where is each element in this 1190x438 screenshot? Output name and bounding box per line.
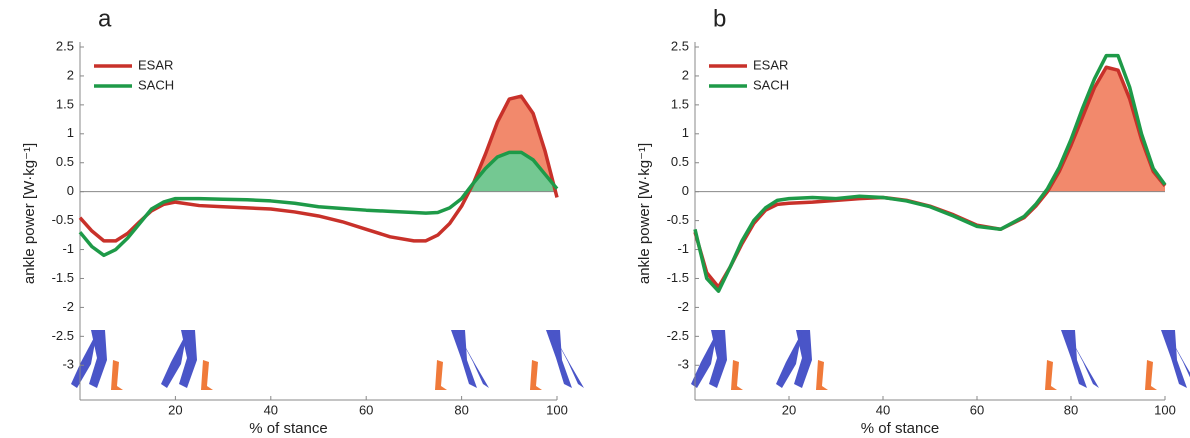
y-tick-label: 1 (67, 125, 74, 140)
legend-label: SACH (753, 77, 789, 92)
y-tick-label: -1 (677, 241, 689, 256)
gait-figure (546, 330, 572, 388)
x-tick-label: 40 (876, 402, 890, 417)
x-tick-label: 60 (359, 402, 373, 417)
y-tick-label: -3 (677, 357, 689, 372)
series-line (78, 150, 559, 258)
y-tick-label: 1.5 (671, 96, 689, 111)
gait-figure (794, 330, 812, 388)
y-tick-label: 2 (682, 67, 689, 82)
panel-label: b (713, 5, 726, 32)
y-tick-label: 0.5 (56, 154, 74, 169)
legend-label: ESAR (753, 57, 788, 72)
y-tick-label: -2 (677, 299, 689, 314)
x-tick-label: 80 (1064, 402, 1078, 417)
gait-figure (709, 330, 727, 388)
y-tick-label: -0.5 (52, 212, 74, 227)
gait-figure (71, 332, 97, 388)
x-tick-label: 100 (1154, 402, 1176, 417)
gait-figure (1061, 330, 1087, 388)
x-tick-label: 60 (970, 402, 984, 417)
y-axis-label: ankle power [W·kg⁻¹] (636, 143, 653, 284)
gait-figure (179, 330, 197, 388)
y-tick-label: -0.5 (667, 212, 689, 227)
gait-figure (201, 360, 213, 390)
gait-figure (776, 332, 802, 388)
y-tick-label: 2 (67, 67, 74, 82)
legend-label: SACH (138, 77, 174, 92)
gait-figure (435, 360, 447, 390)
gait-figure (111, 360, 123, 390)
y-tick-label: 2.5 (56, 38, 74, 53)
x-axis-label: % of stance (249, 420, 327, 437)
gait-figure (451, 330, 477, 388)
x-tick-label: 80 (454, 402, 468, 417)
positive-area (80, 152, 557, 192)
positive-area (695, 67, 1165, 192)
y-tick-label: 1.5 (56, 96, 74, 111)
y-tick-label: -1.5 (667, 270, 689, 285)
panel-label: a (98, 5, 112, 32)
y-tick-label: 2.5 (671, 38, 689, 53)
gait-figure (89, 330, 107, 388)
y-tick-label: 0 (67, 183, 74, 198)
gait-figure (816, 360, 828, 390)
gait-figure (530, 360, 542, 390)
gait-figure (731, 360, 743, 390)
x-tick-label: 20 (782, 402, 796, 417)
y-tick-label: -2.5 (667, 328, 689, 343)
gait-figure (1045, 360, 1057, 390)
y-tick-label: -3 (62, 357, 74, 372)
y-tick-label: -1.5 (52, 270, 74, 285)
legend-label: ESAR (138, 57, 173, 72)
y-tick-label: -2 (62, 299, 74, 314)
y-tick-label: -2.5 (52, 328, 74, 343)
y-tick-label: 0.5 (671, 154, 689, 169)
x-tick-label: 40 (264, 402, 278, 417)
x-tick-label: 100 (546, 402, 568, 417)
x-axis-label: % of stance (861, 420, 939, 437)
gait-figure (1145, 360, 1157, 390)
y-tick-label: 1 (682, 125, 689, 140)
y-tick-label: 0 (682, 183, 689, 198)
series-line (693, 53, 1167, 293)
x-tick-label: 20 (168, 402, 182, 417)
y-axis-label: ankle power [W·kg⁻¹] (21, 143, 38, 284)
y-tick-label: -1 (62, 241, 74, 256)
gait-figure (1161, 330, 1187, 388)
gait-figure (691, 332, 717, 388)
gait-figure (161, 332, 187, 388)
